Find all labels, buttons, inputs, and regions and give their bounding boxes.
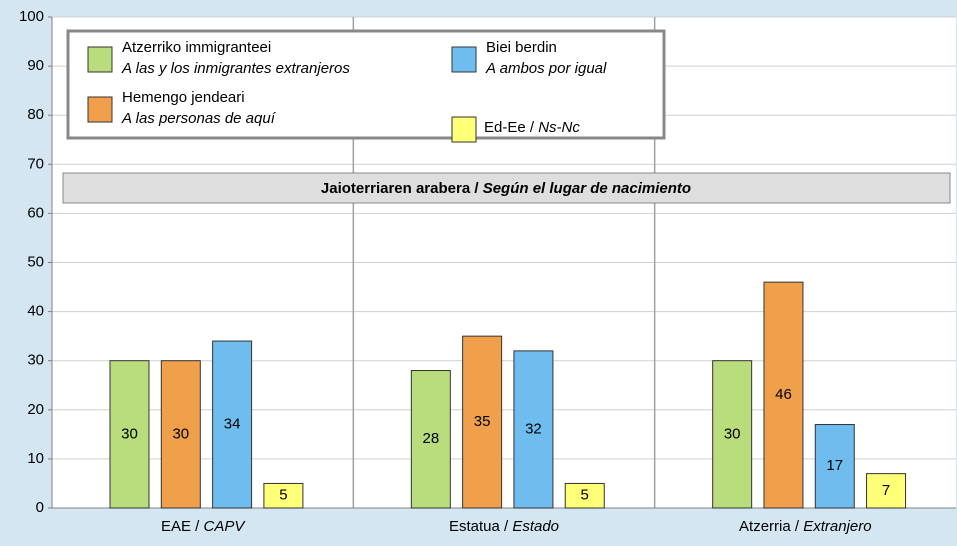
y-tick-label: 40 (27, 303, 44, 320)
value-label: 35 (474, 413, 491, 430)
bar (814, 424, 855, 509)
value-label: 5 (279, 487, 287, 504)
y-tick-label: 50 (27, 253, 44, 270)
x-tick-part: Extranjero (803, 518, 871, 535)
value-label: 32 (525, 420, 542, 437)
legend-swatch (87, 46, 113, 73)
bar (462, 335, 503, 509)
value-label: 30 (724, 425, 741, 442)
annotation-part: Jaioterriaren arabera / (321, 180, 483, 197)
annotation-part: Según el lugar de nacimiento (483, 180, 691, 197)
bar (263, 482, 304, 509)
legend-swatch (451, 46, 477, 73)
legend-swatch (87, 96, 113, 123)
legend-label: A las y los inmigrantes extranjeros (121, 60, 350, 77)
y-tick-label: 80 (27, 106, 44, 123)
value-label: 5 (581, 487, 589, 504)
legend-swatch (451, 116, 477, 143)
bar (109, 360, 150, 509)
value-label: 7 (882, 482, 890, 499)
value-label: 30 (121, 425, 138, 442)
y-tick-label: 90 (27, 57, 44, 74)
y-tick-label: 30 (27, 352, 44, 369)
bar (763, 281, 804, 509)
value-label: 30 (172, 425, 189, 442)
bar (712, 360, 753, 509)
bar (160, 360, 201, 509)
bar (866, 473, 907, 509)
legend-label: A ambos por igual (485, 60, 607, 77)
y-tick-label: 10 (27, 450, 44, 467)
value-label: 17 (826, 457, 843, 474)
x-tick-part: CAPV (204, 518, 247, 535)
value-label: 28 (422, 430, 439, 447)
annotation-band (62, 172, 951, 204)
bar (410, 370, 451, 509)
value-label: 34 (224, 415, 241, 432)
legend-label: Hemengo jendeari (122, 89, 245, 106)
legend-label: Biei berdin (486, 39, 557, 56)
legend-label: Atzerriko immigranteei (122, 39, 271, 56)
legend-part: Ns-Nc (538, 119, 580, 136)
bar (564, 482, 605, 509)
legend-part: Ed-Ee / (484, 119, 538, 136)
x-tick-label: Atzerria / Extranjero (739, 518, 872, 535)
y-tick-label: 20 (27, 401, 44, 418)
y-tick-label: 70 (27, 155, 44, 172)
x-tick-part: Atzerria / (739, 518, 803, 535)
x-tick-part: EAE / (161, 518, 204, 535)
x-tick-label: Estatua / Estado (449, 518, 559, 535)
y-tick-label: 0 (36, 499, 44, 516)
y-tick-label: 60 (27, 204, 44, 221)
legend-box (66, 29, 666, 140)
y-tick-label: 100 (19, 8, 44, 25)
legend-label: A las personas de aquí (121, 110, 277, 127)
legend-label: Ed-Ee / Ns-Nc (484, 119, 580, 136)
x-tick-part: Estatua / (449, 518, 512, 535)
value-label: 46 (775, 386, 792, 403)
bar (513, 350, 554, 509)
bar (212, 340, 253, 509)
x-tick-label: EAE / CAPV (161, 518, 246, 535)
annotation: Jaioterriaren arabera / Según el lugar d… (321, 180, 691, 197)
x-tick-part: Estado (512, 518, 559, 535)
